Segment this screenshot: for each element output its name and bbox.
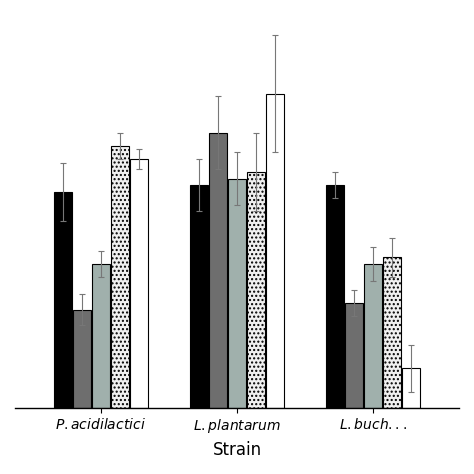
Bar [247, 172, 265, 408]
Bar [111, 146, 129, 408]
Bar [73, 310, 91, 408]
Bar [190, 185, 208, 408]
Bar [130, 159, 148, 408]
Bar [326, 185, 344, 408]
Bar [364, 264, 382, 408]
X-axis label: Strain: Strain [212, 441, 262, 459]
Bar [345, 303, 363, 408]
Bar [402, 368, 420, 408]
Bar [228, 179, 246, 408]
Bar [54, 191, 72, 408]
Bar [92, 264, 110, 408]
Bar [209, 133, 227, 408]
Bar [383, 257, 401, 408]
Bar [266, 93, 284, 408]
